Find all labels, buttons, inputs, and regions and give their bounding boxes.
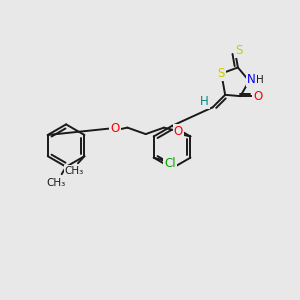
Text: O: O bbox=[254, 90, 263, 103]
Text: O: O bbox=[173, 125, 183, 138]
Text: S: S bbox=[218, 67, 225, 80]
Text: CH₃: CH₃ bbox=[64, 166, 84, 176]
Text: S: S bbox=[235, 44, 242, 57]
Text: H: H bbox=[200, 95, 209, 108]
Text: CH₃: CH₃ bbox=[47, 178, 66, 188]
Text: Cl: Cl bbox=[164, 157, 176, 170]
Text: N: N bbox=[247, 73, 256, 86]
Text: O: O bbox=[110, 122, 120, 135]
Text: H: H bbox=[256, 75, 264, 85]
